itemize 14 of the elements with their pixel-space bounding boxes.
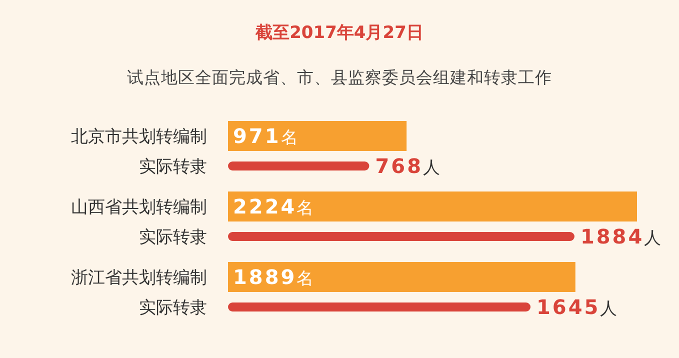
- y-tick-label: 实际转隶: [139, 157, 207, 177]
- y-tick-label: 北京市共划转编制: [71, 127, 207, 147]
- chart-title: 截至2017年4月27日: [254, 23, 424, 43]
- data-label: 768人: [375, 154, 440, 178]
- y-tick-label: 实际转隶: [139, 228, 207, 248]
- data-label: 1884人: [580, 224, 662, 248]
- y-tick-label: 山西省共划转编制: [71, 198, 207, 218]
- y-tick-label: 浙江省共划转编制: [71, 268, 207, 288]
- y-tick-label: 实际转隶: [139, 298, 207, 318]
- data-label: 1889名: [233, 265, 314, 289]
- chart-subtitle: 试点地区全面完成省、市、县监察委员会组建和转隶工作: [127, 68, 552, 87]
- data-label: 1645人: [536, 295, 618, 319]
- data-label: 971名: [233, 124, 298, 148]
- data-label: 2224名: [233, 194, 314, 218]
